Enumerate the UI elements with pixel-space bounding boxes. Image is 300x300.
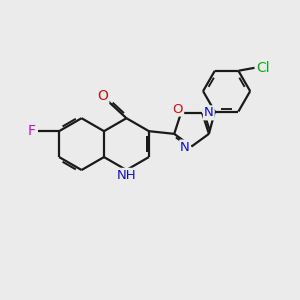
Text: N: N xyxy=(204,106,214,119)
Text: O: O xyxy=(173,103,183,116)
Text: Cl: Cl xyxy=(256,61,270,75)
Text: N: N xyxy=(180,141,190,154)
Text: NH: NH xyxy=(117,169,136,182)
Text: O: O xyxy=(98,89,108,103)
Text: F: F xyxy=(28,124,36,138)
